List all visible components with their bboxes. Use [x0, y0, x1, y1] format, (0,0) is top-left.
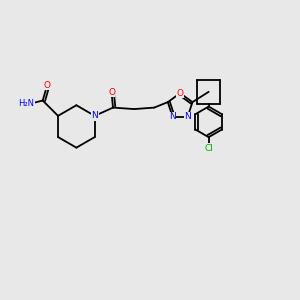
Text: O: O [108, 88, 115, 97]
Text: N: N [92, 111, 98, 120]
Text: N: N [169, 112, 176, 121]
Text: H₂N: H₂N [19, 99, 34, 108]
Text: O: O [177, 89, 184, 98]
Text: N: N [184, 112, 191, 121]
Text: Cl: Cl [204, 144, 213, 153]
Text: O: O [44, 81, 51, 90]
